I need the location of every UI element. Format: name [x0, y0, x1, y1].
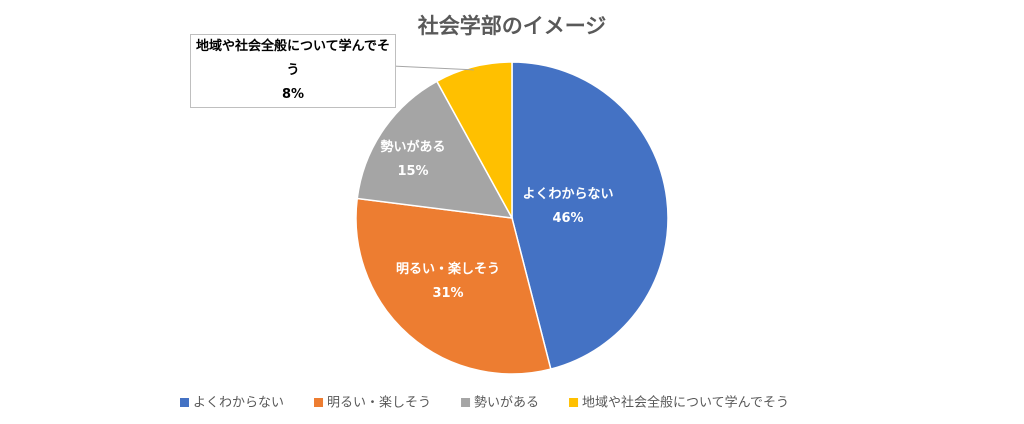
pie-slice: [435, 61, 513, 219]
label-value: 31%: [432, 286, 464, 301]
legend-label: 勢いがある: [474, 396, 539, 411]
label-category: 勢いがある: [380, 140, 446, 155]
label-category: 明るい・楽しそう: [395, 262, 500, 277]
data-label: 明るい・楽しそう 31%: [378, 258, 518, 306]
label-category: よくわからない: [522, 187, 614, 202]
data-label: 勢いがある 15%: [358, 136, 468, 184]
data-label: よくわからない 46%: [498, 183, 638, 231]
label-category: 地域や社会全般について学んでそう: [196, 39, 390, 78]
legend-swatch: [461, 398, 471, 407]
legend-swatch: [314, 398, 324, 407]
pie-slice: [511, 61, 669, 371]
legend-swatch: [180, 398, 189, 407]
label-value: 15%: [397, 164, 429, 179]
legend-swatch: [569, 398, 579, 407]
data-label: 地域や社会全般について学んでそう 8%: [190, 34, 396, 108]
pie-slice: [355, 197, 552, 375]
chart-title: 社会学部のイメージ: [417, 14, 607, 38]
label-value: 8%: [281, 87, 305, 102]
pie-slice: [356, 80, 514, 219]
legend-label: 明るい・楽しそう: [327, 395, 431, 411]
leader-line: [391, 65, 475, 71]
label-value: 46%: [552, 211, 584, 226]
legend-label: 地域や社会全般について学んでそう: [582, 395, 789, 411]
legend-label: よくわからない: [193, 396, 284, 411]
